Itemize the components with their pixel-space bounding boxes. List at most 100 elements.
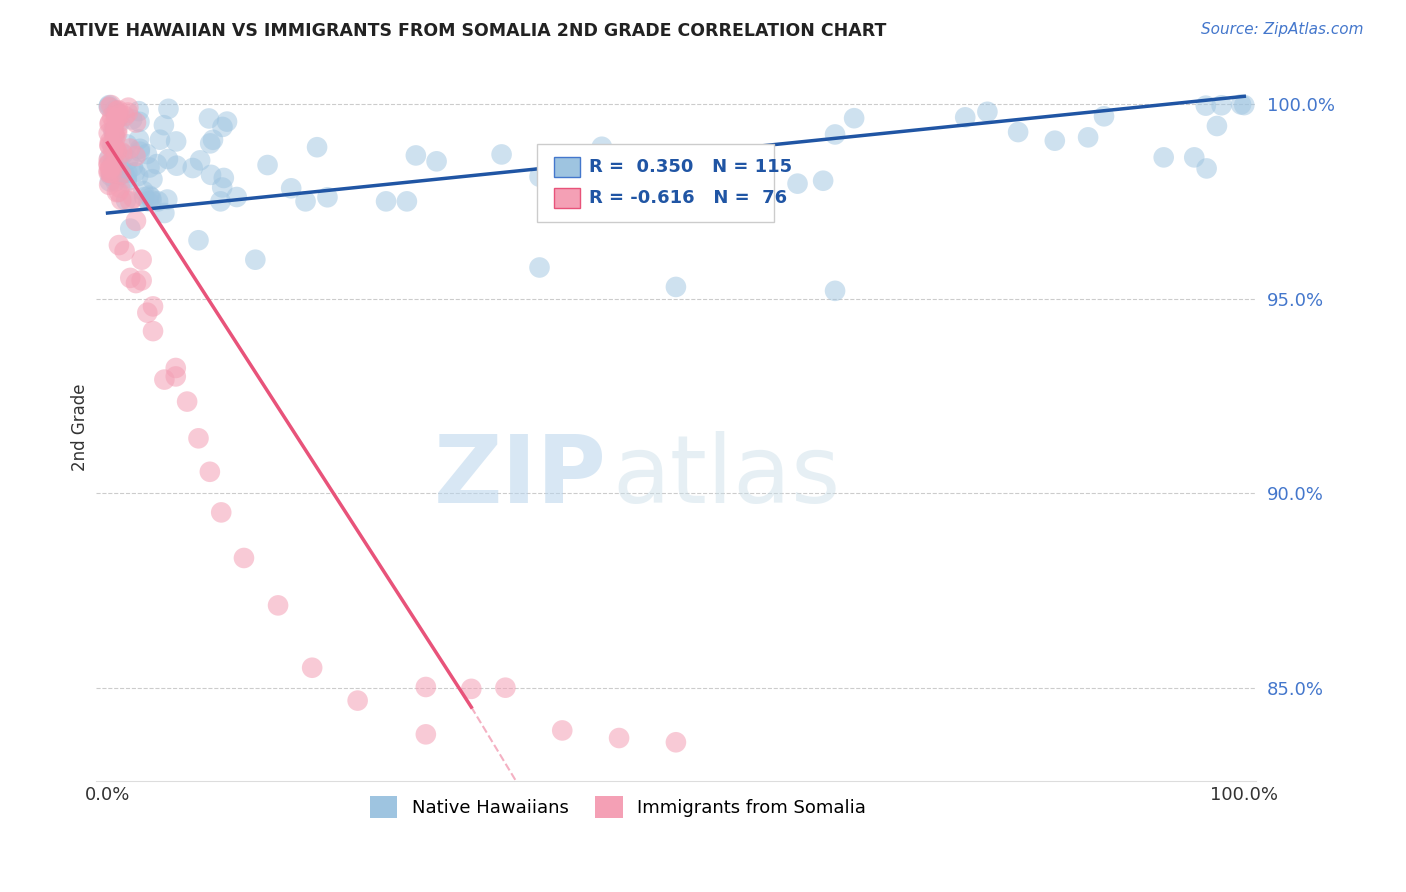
Point [280, 181, 302, 195]
Point [107, 112, 129, 126]
Point [136, 306, 159, 320]
Point [135, 147, 157, 161]
Point [97, 166, 120, 180]
Point [153, 118, 176, 132]
Point [105, 185, 128, 199]
Point [294, 194, 316, 209]
Point [245, 252, 267, 267]
Point [103, 103, 125, 118]
Point [212, 170, 235, 185]
Point [142, 324, 165, 338]
Point [112, 165, 135, 179]
Text: NATIVE HAWAIIAN VS IMMIGRANTS FROM SOMALIA 2ND GRADE CORRELATION CHART: NATIVE HAWAIIAN VS IMMIGRANTS FROM SOMAL… [49, 22, 887, 40]
Point [98, 178, 121, 192]
Point [117, 166, 139, 180]
Point [105, 144, 128, 158]
Point [166, 159, 188, 173]
Point [551, 723, 574, 738]
Point [1007, 125, 1029, 139]
Point [1092, 109, 1115, 123]
Point [752, 161, 775, 175]
Point [591, 140, 613, 154]
Point [139, 190, 162, 204]
Point [153, 206, 176, 220]
Point [105, 112, 128, 126]
Point [529, 169, 551, 184]
Point [97, 163, 120, 178]
Point [460, 681, 482, 696]
Text: Source: ZipAtlas.com: Source: ZipAtlas.com [1201, 22, 1364, 37]
Point [103, 126, 125, 140]
Point [125, 115, 148, 129]
Point [494, 681, 516, 695]
Point [97, 157, 120, 171]
Point [115, 194, 138, 208]
Point [131, 273, 153, 287]
Point [1211, 98, 1233, 112]
Point [665, 280, 688, 294]
Point [153, 373, 176, 387]
Point [122, 191, 145, 205]
Point [134, 190, 156, 204]
Point [165, 369, 187, 384]
Point [115, 137, 138, 152]
Y-axis label: 2nd Grade: 2nd Grade [72, 384, 89, 471]
Point [110, 167, 132, 181]
Point [375, 194, 398, 209]
Point [426, 154, 449, 169]
Point [146, 194, 169, 209]
Point [111, 145, 134, 160]
Point [316, 190, 339, 204]
Point [98, 174, 121, 188]
Point [200, 168, 222, 182]
Point [98, 166, 121, 180]
Point [124, 165, 146, 179]
Point [824, 128, 846, 142]
Point [165, 361, 187, 376]
Point [301, 661, 323, 675]
Point [97, 158, 120, 172]
Point [115, 171, 138, 186]
Point [97, 126, 120, 140]
Point [108, 180, 131, 194]
Point [103, 160, 125, 174]
Point [415, 727, 437, 741]
Point [1195, 98, 1218, 112]
Point [125, 276, 148, 290]
Point [201, 133, 224, 147]
Point [103, 117, 125, 131]
Point [665, 163, 688, 178]
Point [256, 158, 278, 172]
Point [1233, 98, 1256, 112]
Point [108, 238, 131, 252]
Point [120, 194, 142, 209]
Point [128, 104, 150, 119]
Point [138, 161, 160, 175]
Point [100, 160, 122, 174]
Point [108, 115, 131, 129]
Point [211, 120, 233, 134]
Point [491, 147, 513, 161]
Point [122, 160, 145, 174]
Point [156, 193, 179, 207]
Point [103, 154, 125, 169]
Point [307, 140, 329, 154]
Point [117, 105, 139, 120]
Point [405, 148, 427, 162]
Point [108, 111, 131, 125]
Point [233, 551, 256, 566]
Point [128, 145, 150, 159]
FancyBboxPatch shape [537, 144, 775, 222]
Point [198, 465, 221, 479]
Text: R = -0.616   N =  76: R = -0.616 N = 76 [589, 189, 787, 207]
Point [101, 153, 124, 168]
Point [156, 152, 179, 166]
Point [187, 431, 209, 445]
Point [97, 153, 120, 167]
Point [1153, 150, 1175, 164]
Point [108, 185, 131, 199]
Point [690, 176, 713, 190]
Point [141, 194, 163, 208]
Point [103, 123, 125, 137]
Point [157, 102, 180, 116]
